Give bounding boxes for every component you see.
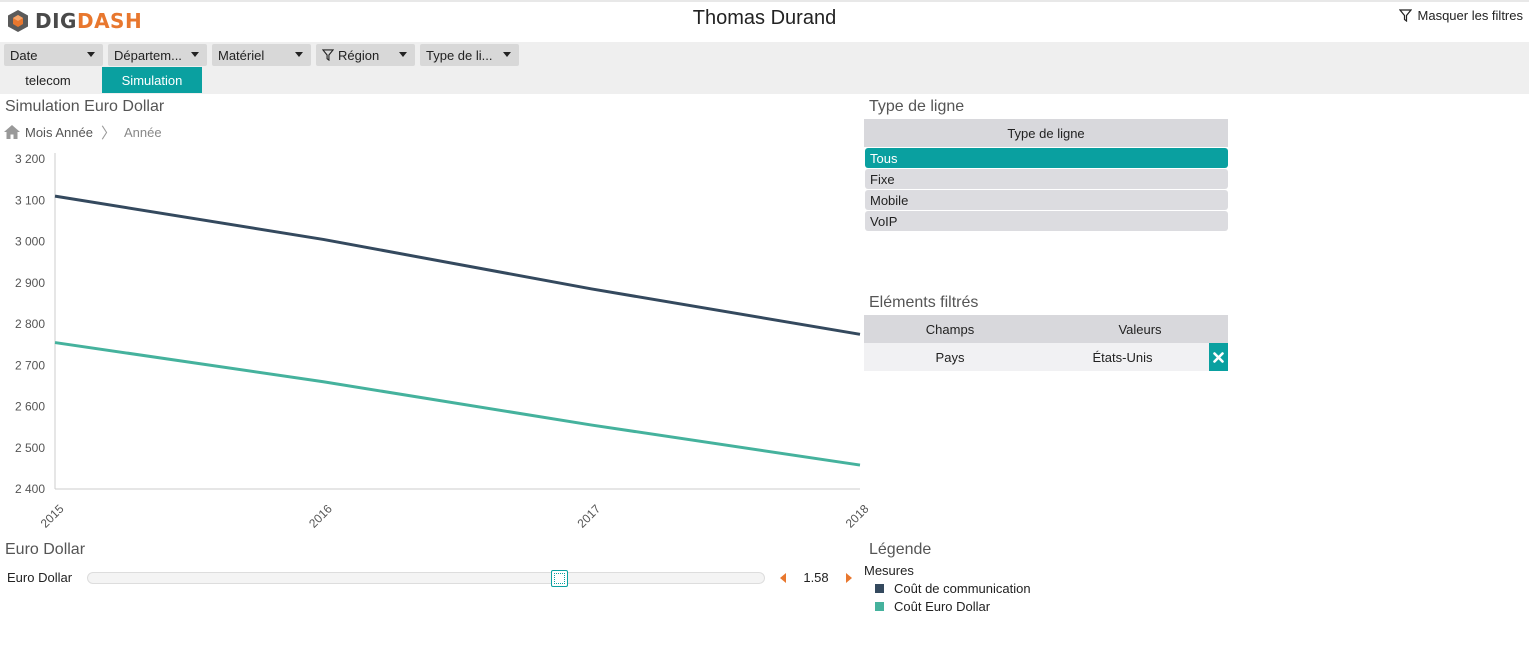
filter-icon	[1398, 9, 1412, 22]
legend-swatch	[875, 602, 884, 611]
slider-value: 1.58	[803, 570, 829, 585]
filter-label: Date	[10, 47, 38, 63]
line-type-item-mobile[interactable]: Mobile	[865, 190, 1228, 210]
caret-down-icon	[503, 52, 511, 57]
filter-region[interactable]: Région	[316, 44, 415, 66]
increment-arrow-icon[interactable]	[846, 573, 852, 583]
slider-panel-title: Euro Dollar	[5, 541, 86, 558]
y-tick-label: 3 100	[15, 193, 45, 207]
y-tick-label: 2 500	[15, 441, 45, 455]
legend-label: Coût de communication	[894, 581, 1031, 596]
line-type-item-fixe[interactable]: Fixe	[865, 169, 1228, 189]
slider-handle[interactable]	[550, 570, 568, 587]
y-tick-label: 2 700	[15, 358, 45, 372]
caret-down-icon	[87, 52, 95, 57]
y-tick-label: 2 400	[15, 482, 45, 496]
row-field: Pays	[935, 349, 965, 365]
hide-filters-label: Masquer les filtres	[1417, 8, 1523, 23]
breadcrumb-annee: Année	[123, 124, 162, 140]
app-header: DIGDASH Thomas Durand Masquer les filtre…	[0, 2, 1529, 42]
filter-label: Type de li...	[426, 47, 493, 63]
tab-simulation[interactable]: Simulation	[102, 67, 202, 93]
filtered-elements-title: Eléments filtrés	[869, 294, 979, 311]
legend-swatch	[875, 584, 884, 593]
filter-departement[interactable]: Départem...	[108, 44, 207, 66]
x-tick-label: 2016	[306, 502, 335, 531]
filter-label: Départem...	[114, 47, 182, 63]
chevron-right-icon: 〉	[100, 124, 116, 142]
euro-dollar-slider[interactable]	[87, 570, 765, 587]
breadcrumb-mois-annee[interactable]: Mois Année	[25, 124, 93, 140]
legend-item-communication[interactable]: Coût de communication	[875, 581, 1031, 596]
x-tick-label: 2015	[38, 502, 67, 531]
logo-dig: DIG	[35, 9, 77, 33]
x-tick-label: 2018	[843, 502, 868, 531]
y-tick-label: 2 600	[15, 400, 45, 414]
line-type-item-voip[interactable]: VoIP	[865, 211, 1228, 231]
caret-down-icon	[399, 52, 407, 57]
filter-bar: Date Départem... Matériel Région Type de…	[0, 42, 1529, 94]
line-type-item-tous[interactable]: Tous	[865, 148, 1228, 168]
col-valeurs: Valeurs	[1118, 321, 1162, 337]
logo-dash: DASH	[76, 9, 143, 33]
filtered-table-header: Champs Valeurs	[864, 315, 1228, 343]
caret-down-icon	[191, 52, 199, 57]
y-tick-label: 2 900	[15, 276, 45, 290]
series-line-1	[54, 341, 861, 467]
legend-title: Légende	[869, 541, 932, 558]
y-tick-label: 3 000	[15, 235, 45, 249]
decrement-arrow-icon[interactable]	[780, 573, 786, 583]
line-type-title: Type de ligne	[869, 98, 965, 115]
filter-label: Matériel	[218, 47, 265, 63]
legend-subtitle: Mesures	[864, 563, 914, 578]
legend-label: Coût Euro Dollar	[894, 599, 991, 614]
filter-label: Région	[338, 47, 380, 63]
filter-type-de-ligne[interactable]: Type de li...	[420, 44, 519, 66]
remove-filter-button[interactable]	[1209, 343, 1228, 371]
row-value: États-Unis	[1092, 349, 1153, 365]
line-chart: 3 200 3 100 3 000 2 900 2 800 2 700 2 600 2 500…	[15, 152, 868, 531]
y-tick-label: 3 200	[15, 152, 45, 166]
y-tick-label: 2 800	[15, 317, 45, 331]
legend-item-euro-dollar[interactable]: Coût Euro Dollar	[875, 599, 990, 614]
breadcrumb: Mois Année 〉 Année	[3, 122, 162, 142]
user-name: Thomas Durand	[692, 7, 837, 29]
caret-down-icon	[295, 52, 303, 57]
close-icon	[1213, 351, 1224, 363]
digdash-logo[interactable]: DIGDASH	[6, 8, 142, 34]
filter-active-icon	[322, 49, 334, 61]
filter-materiel[interactable]: Matériel	[212, 44, 311, 66]
col-champs: Champs	[925, 321, 975, 337]
chart-title: Simulation Euro Dollar	[5, 98, 165, 115]
tab-telecom[interactable]: telecom	[25, 72, 71, 88]
slider-label: Euro Dollar	[7, 570, 73, 585]
filter-date[interactable]: Date	[4, 44, 103, 66]
logo-text: DIGDASH	[35, 9, 142, 33]
home-icon[interactable]	[3, 124, 21, 140]
cube-logo-icon	[8, 10, 28, 32]
table-row: Pays États-Unis	[864, 343, 1228, 371]
series-line-0	[54, 194, 861, 336]
x-tick-label: 2017	[574, 502, 603, 531]
line-type-header: Type de ligne	[864, 119, 1228, 147]
hide-filters-button[interactable]: Masquer les filtres	[1398, 8, 1523, 23]
top-border	[0, 0, 1529, 2]
